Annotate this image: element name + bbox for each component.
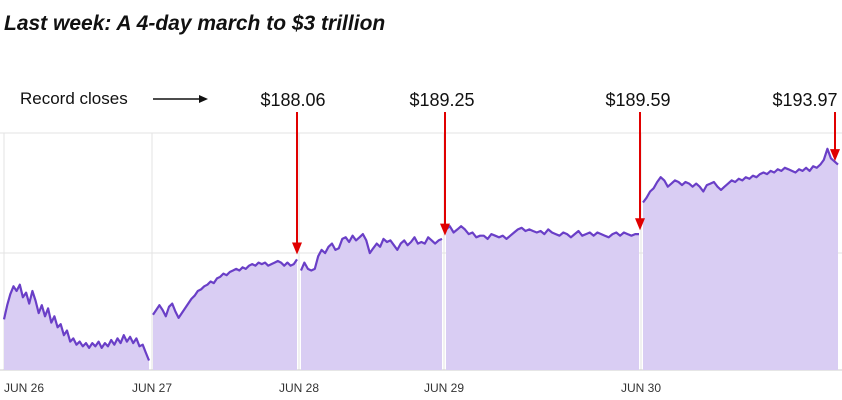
- x-tick-label: JUN 30: [621, 381, 661, 395]
- area-fill-jun-26: [4, 284, 149, 370]
- area-fill-jun-29: [446, 226, 639, 370]
- x-tick-label: JUN 26: [4, 381, 44, 395]
- x-tick-label: JUN 28: [279, 381, 319, 395]
- price-line-jun-27: [152, 258, 298, 319]
- area-fill-jun-28: [301, 234, 442, 370]
- record-close-label: $188.06: [260, 90, 325, 110]
- record-close-arrowhead: [292, 242, 302, 255]
- price-line-jun-29: [445, 225, 639, 240]
- record-close-label: $189.59: [605, 90, 670, 110]
- record-close-label: $193.97: [772, 90, 837, 110]
- record-close-arrowhead: [440, 223, 450, 236]
- line-layer: [2, 147, 839, 361]
- annotation-layer: Record closes $188.06 $189.25 $189.59 $193.…: [20, 89, 840, 255]
- price-line-jun-26: [2, 283, 151, 361]
- area-fill-jun-27: [153, 259, 297, 370]
- record-close-arrowhead: [830, 149, 840, 162]
- record-closes-arrowhead: [199, 95, 208, 103]
- record-close-arrowhead: [635, 218, 645, 231]
- price-line-jun-28: [299, 233, 443, 272]
- record-closes-note: Record closes: [20, 89, 128, 108]
- x-tick-label: JUN 29: [424, 381, 464, 395]
- area-fill-jun-30: [643, 148, 838, 370]
- price-line-jun-30: [642, 147, 839, 204]
- x-tick-label: JUN 27: [132, 381, 172, 395]
- area-layer: [4, 148, 838, 370]
- chart-title: Last week: A 4-day march to $3 trillion: [4, 12, 386, 35]
- x-tick-layer: JUN 26 JUN 27 JUN 28 JUN 29 JUN 30: [4, 381, 661, 395]
- record-close-label: $189.25: [409, 90, 474, 110]
